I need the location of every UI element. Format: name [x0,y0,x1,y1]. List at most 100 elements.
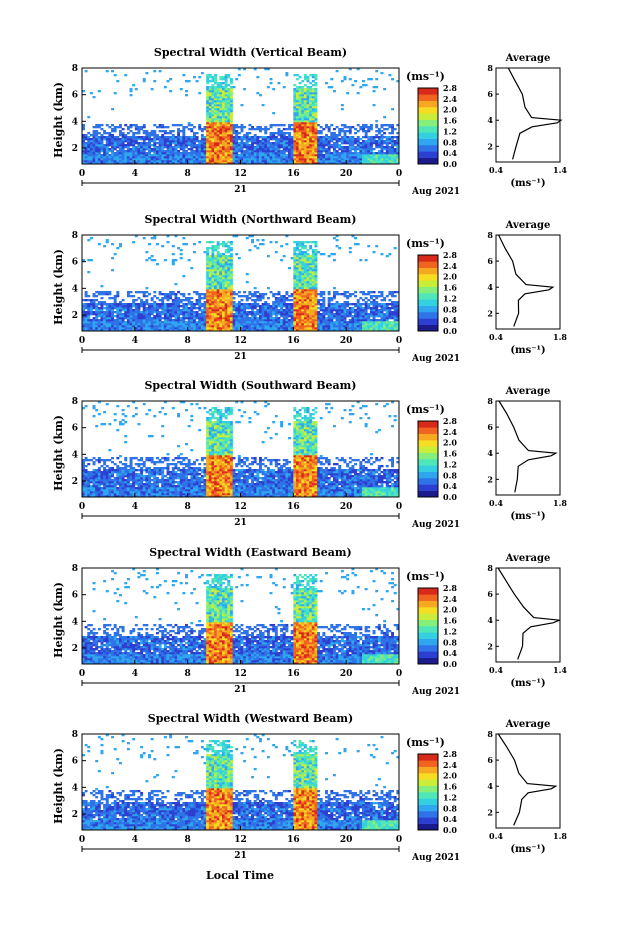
heatmap-cell [293,148,297,151]
heatmap-cell [111,156,114,159]
heatmap-cell [198,293,202,296]
heatmap-cell [224,313,228,316]
heatmap-cell [206,126,210,129]
heatmap-cell [111,317,114,320]
heatmap-cell [372,156,376,159]
heatmap-cell [301,102,305,105]
heatmap-cell [372,327,376,330]
heatmap-cell [248,128,252,131]
heatmap-cell [182,146,186,149]
heatmap-cell [137,307,141,310]
heatmap-cell [187,142,191,145]
heatmap-cell [211,118,215,121]
heatmap-cell [298,130,302,133]
heatmap-cell [142,162,146,165]
heatmap-cell [317,313,321,316]
heatmap-cell [359,303,363,306]
heatmap-cell [200,130,204,133]
heatmap-cell [161,156,165,159]
heatmap-cell [240,138,244,141]
heatmap-cell [224,150,228,153]
heatmap-cell [301,265,305,268]
heatmap-cell [229,96,233,99]
heatmap-cell [198,329,202,332]
heatmap-cell [158,152,162,155]
heatmap-cell [95,329,99,332]
heatmap-cell [190,323,194,326]
heatmap-cell [364,140,368,143]
heatmap-cell [145,329,149,332]
heatmap-cell [240,323,244,326]
heatmap-cell [190,319,194,322]
heatmap-cell [216,319,220,322]
heatmap-cell [346,327,350,330]
heatmap-cell [385,156,389,159]
heatmap-cell [256,239,260,242]
heatmap-cell [245,138,249,141]
heatmap-cell [108,138,112,141]
heatmap-cell [95,144,99,147]
heatmap-cell [258,307,262,310]
heatmap-cell [203,303,207,306]
heatmap-cell [108,313,112,316]
heatmap-cell [222,126,225,129]
heatmap-cell [174,158,178,161]
heatmap-cell [251,311,255,314]
heatmap-cell [327,126,331,129]
heatmap-cell [314,303,318,306]
heatmap-cell [214,134,218,137]
heatmap-cell [208,146,212,149]
heatmap-cell [303,305,307,308]
heatmap-cell [108,315,112,318]
heatmap-cell [116,293,120,296]
heatmap-cell [325,313,328,316]
heatmap-cell [335,305,339,308]
heatmap-cell [224,311,228,314]
heatmap-cell [335,162,339,165]
heatmap-cell [354,128,358,131]
heatmap-cell [224,110,228,113]
heatmap-cell [298,321,302,324]
heatmap-cell [89,158,93,161]
heatmap-cell [298,249,302,252]
heatmap-cell [301,259,305,262]
heatmap-cell [121,319,125,322]
heatmap-cell [224,267,228,270]
heatmap-cell [161,146,165,149]
heatmap-cell [124,150,128,153]
heatmap-cell [330,78,334,81]
heatmap-cell [171,259,175,262]
heatmap-cell [240,136,244,139]
heatmap-cell [256,154,260,157]
heatmap-cell [155,327,159,330]
heatmap-cell [293,273,297,276]
heatmap-cell [121,140,125,143]
heatmap-cell [272,154,276,157]
heatmap-cell [295,271,299,274]
heatmap-cell [87,140,91,143]
heatmap-cell [211,78,215,81]
heatmap-cell [258,128,262,131]
heatmap-cell [377,142,381,145]
heatmap-cell [148,144,151,147]
heatmap-cell [87,323,91,326]
heatmap-cell [87,142,91,145]
heatmap-cell [206,100,210,103]
heatmap-cell [346,311,350,314]
heatmap-cell [134,323,138,326]
heatmap-cell [295,287,299,290]
heatmap-cell [192,134,196,137]
heatmap-cell [372,90,376,93]
heatmap-cell [309,120,313,123]
heatmap-cell [272,88,276,91]
heatmap-cell [105,303,109,306]
heatmap-cell [280,313,284,316]
heatmap-cell [142,329,146,332]
heatmap-cell [232,142,236,145]
heatmap-cell [298,114,302,117]
heatmap-cell [356,162,360,165]
heatmap-cell [142,80,146,83]
heatmap-cell [92,142,96,145]
heatmap-cell [311,281,315,284]
heatmap-cell [103,162,107,165]
